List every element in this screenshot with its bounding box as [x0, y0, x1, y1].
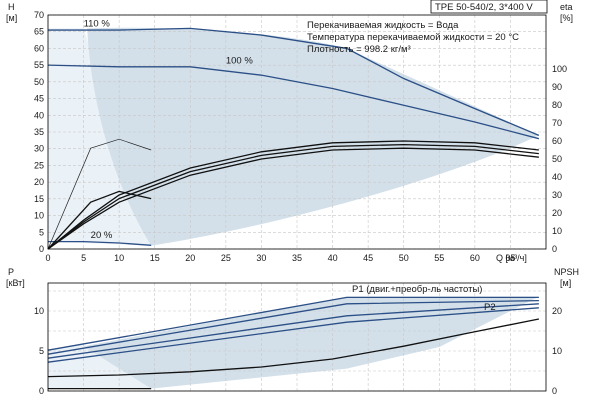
right-y-tick-label: 100	[552, 64, 567, 74]
y-axis-unit: [м]	[6, 13, 17, 23]
npsh-curve	[47, 318, 540, 378]
fluid-annotation: Плотность = 998.2 кг/м³	[307, 44, 411, 55]
efficiency-curve	[47, 138, 152, 250]
x-tick-label: 20	[185, 253, 195, 263]
y-tick-label: 55	[34, 60, 44, 70]
y-tick-label: 20	[34, 177, 44, 187]
x-tick-label: 60	[470, 253, 480, 263]
right-y-tick-label: 70	[552, 118, 562, 128]
right-y-tick-label: 20	[552, 306, 562, 316]
y-tick-label: 10	[34, 211, 44, 221]
y-tick-label: 5	[39, 227, 44, 237]
y-axis-unit: [кВт]	[6, 278, 25, 288]
right-y-tick-label: 80	[552, 100, 562, 110]
power-curve	[47, 303, 539, 359]
power-curve	[47, 296, 539, 351]
y-tick-label: 5	[39, 346, 44, 356]
y-tick-label: 70	[34, 10, 44, 20]
fluid-annotation: Перекачиваемая жидкость = Вода	[307, 20, 459, 31]
efficiency-curve	[47, 147, 539, 250]
right-y-tick-label: 40	[552, 172, 562, 182]
y-tick-label: 35	[34, 127, 44, 137]
y-tick-label: 15	[34, 194, 44, 204]
curve-label: 100 %	[226, 55, 253, 66]
title-box	[430, 0, 548, 14]
curve-label: P1 (двиг.+преобр-ль частоты)	[352, 284, 482, 295]
right-y-tick-label: 0	[552, 244, 557, 254]
x-tick-label: 35	[292, 253, 302, 263]
operating-region	[87, 27, 539, 246]
efficiency-curve	[47, 140, 539, 250]
right-axis-unit: [%]	[560, 13, 573, 23]
x-tick-label: 55	[434, 253, 444, 263]
plot-frame	[47, 282, 547, 392]
y-tick-label: 60	[34, 43, 44, 53]
y-tick-label: 65	[34, 27, 44, 37]
plot-frame	[47, 14, 547, 250]
y-tick-label: 30	[34, 144, 44, 154]
right-axis-label: NPSH	[554, 267, 579, 277]
efficiency-curve	[47, 190, 152, 250]
right-y-tick-label: 90	[552, 82, 562, 92]
y-tick-label: 0	[39, 244, 44, 254]
right-y-tick-label: 10	[552, 346, 562, 356]
right-y-tick-label: 10	[552, 226, 562, 236]
right-y-tick-label: 60	[552, 136, 562, 146]
power-region-light	[48, 344, 152, 389]
power-curve	[47, 307, 539, 363]
y-tick-label: 50	[34, 77, 44, 87]
right-y-tick-label: 20	[552, 208, 562, 218]
power-curve	[47, 299, 539, 355]
x-tick-label: 45	[363, 253, 373, 263]
x-tick-label: 50	[399, 253, 409, 263]
x-tick-label: 0	[45, 253, 50, 263]
power-region	[83, 296, 539, 389]
x-tick-label: 65	[505, 253, 515, 263]
fluid-annotation: Температура перекачиваемой жидкости = 20…	[307, 32, 519, 43]
x-tick-label: 15	[150, 253, 160, 263]
x-tick-label: 25	[221, 253, 231, 263]
y-tick-label: 45	[34, 94, 44, 104]
x-tick-label: 10	[114, 253, 124, 263]
efficiency-curve	[47, 143, 539, 250]
power-plot: 0 5 10 0 10 20 P[кВт] NPSH[м] P1 (двиг.+преобр-л…	[6, 267, 579, 396]
curve-label: 20 %	[91, 230, 113, 241]
head-plot: 0 5 10 15 20 25 30 35 40 45 50 55 60 65 70 0 5 10 15 20 25 30…	[6, 0, 573, 263]
right-y-tick-label: 0	[552, 386, 557, 396]
head-curve	[48, 27, 540, 136]
y-axis-label: P	[8, 267, 14, 277]
curve-label: 110 %	[84, 19, 111, 30]
right-y-tick-label: 30	[552, 190, 562, 200]
right-axis-label: eta	[560, 2, 573, 12]
y-tick-label: 10	[34, 306, 44, 316]
y-tick-label: 25	[34, 160, 44, 170]
right-axis-unit: [м]	[560, 278, 571, 288]
head-curve	[47, 64, 540, 140]
curve-label: P2	[484, 302, 496, 313]
chart-title: TPE 50-540/2, 3*400 V	[435, 2, 533, 13]
right-y-tick-label: 50	[552, 154, 562, 164]
y-axis-label: H	[8, 2, 15, 12]
y-tick-label: 40	[34, 110, 44, 120]
x-tick-label: 30	[256, 253, 266, 263]
x-tick-label: 40	[328, 253, 338, 263]
y-tick-label: 0	[39, 386, 44, 396]
x-axis-label: Q [м³/ч]	[496, 253, 527, 263]
head-curve	[48, 240, 152, 246]
x-tick-label: 5	[81, 253, 86, 263]
